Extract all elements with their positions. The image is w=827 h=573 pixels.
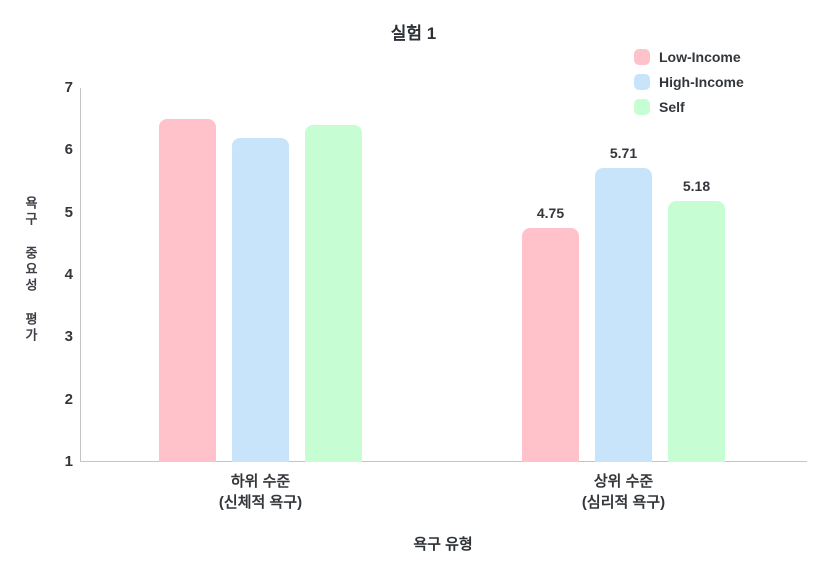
legend-swatch-icon [634, 74, 650, 90]
legend-swatch-icon [634, 99, 650, 115]
bar-high-income-group1 [232, 137, 289, 462]
x-category-line2: (심리적 욕구) [581, 494, 666, 511]
bar-low-income-group2 [522, 228, 579, 462]
x-category-label: 하위 수준 (신체적 욕구) [141, 471, 381, 513]
y-tick-label: 7 [64, 79, 73, 96]
bar-high-income-group2 [595, 168, 652, 462]
legend-item-low-income[interactable]: Low-Income [634, 49, 744, 65]
y-tick-label: 4 [64, 266, 73, 283]
bar-self-group1 [305, 125, 362, 462]
bar-self-group2 [668, 201, 725, 462]
x-category-line1: 하위 수준 [230, 473, 291, 490]
bar-value-label: 4.75 [536, 205, 565, 222]
x-axis-title: 욕구 유형 [413, 536, 473, 553]
legend-label: Low-Income [659, 49, 741, 65]
legend-item-high-income[interactable]: High-Income [634, 74, 744, 90]
bar-low-income-group1 [159, 119, 216, 462]
y-tick-label: 2 [64, 390, 73, 408]
y-tick-label: 5 [64, 203, 73, 221]
x-category-line1: 상위 수준 [593, 473, 654, 490]
legend-swatch-icon [634, 49, 650, 65]
chart-title: 실험 1 [390, 24, 437, 43]
bar-value-label: 5.18 [682, 178, 711, 195]
y-tick-label: 3 [64, 328, 73, 346]
legend-label: Self [659, 99, 685, 115]
x-category-label: 상위 수준 (심리적 욕구) [504, 471, 744, 513]
y-axis-title: 욕구 중요성 평가 [23, 196, 38, 344]
legend: Low-Income High-Income Self [634, 49, 744, 124]
legend-item-self[interactable]: Self [634, 99, 744, 115]
y-tick-label: 1 [64, 453, 73, 470]
x-category-line2: (신체적 욕구) [218, 494, 303, 511]
y-tick-label: 6 [64, 141, 73, 159]
bar-value-label: 5.71 [609, 145, 638, 162]
legend-label: High-Income [659, 74, 744, 90]
plot-area [80, 88, 807, 462]
